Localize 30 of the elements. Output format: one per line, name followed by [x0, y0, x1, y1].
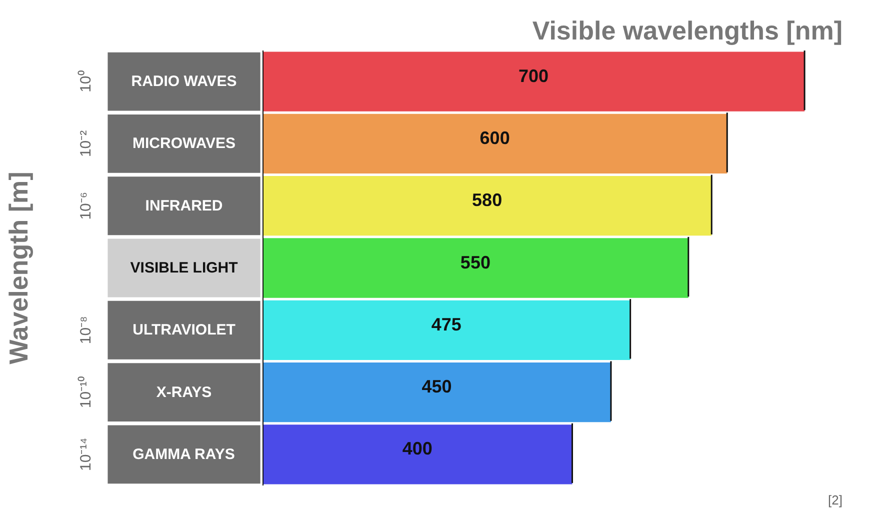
data-label: 550	[460, 252, 490, 272]
bar	[262, 362, 611, 422]
text: 10⁰	[77, 70, 94, 92]
text: 10⁻¹⁰	[77, 376, 94, 408]
text: 10⁻²	[77, 130, 94, 158]
category-label: GAMMA RAYS	[132, 446, 235, 463]
chart-title: Visible wavelengths [nm]	[532, 16, 843, 46]
text: Wavelength [m]	[4, 172, 34, 364]
bar	[262, 52, 805, 112]
data-label: 450	[422, 376, 452, 397]
text: 10⁻¹⁴	[77, 438, 94, 471]
bar	[262, 424, 572, 484]
category-label: INFRARED	[145, 197, 223, 214]
category-label: X-RAYS	[156, 384, 212, 401]
category-label: MICROWAVES	[132, 135, 236, 152]
bar	[262, 114, 728, 174]
data-label: 700	[518, 66, 549, 86]
bar	[262, 300, 630, 360]
data-label: 475	[431, 314, 462, 334]
category-label: VISIBLE LIGHT	[130, 260, 238, 276]
text: [2]	[828, 492, 843, 508]
bar	[262, 176, 712, 236]
data-label: 580	[472, 190, 502, 210]
category-label: RADIO WAVES	[131, 73, 237, 90]
bar	[262, 238, 688, 298]
data-label: 400	[402, 438, 432, 459]
text: 10⁻⁶	[77, 192, 94, 220]
category-label: ULTRAVIOLET	[132, 322, 236, 339]
text: 10⁻⁸	[77, 316, 94, 344]
data-label: 600	[480, 128, 510, 148]
